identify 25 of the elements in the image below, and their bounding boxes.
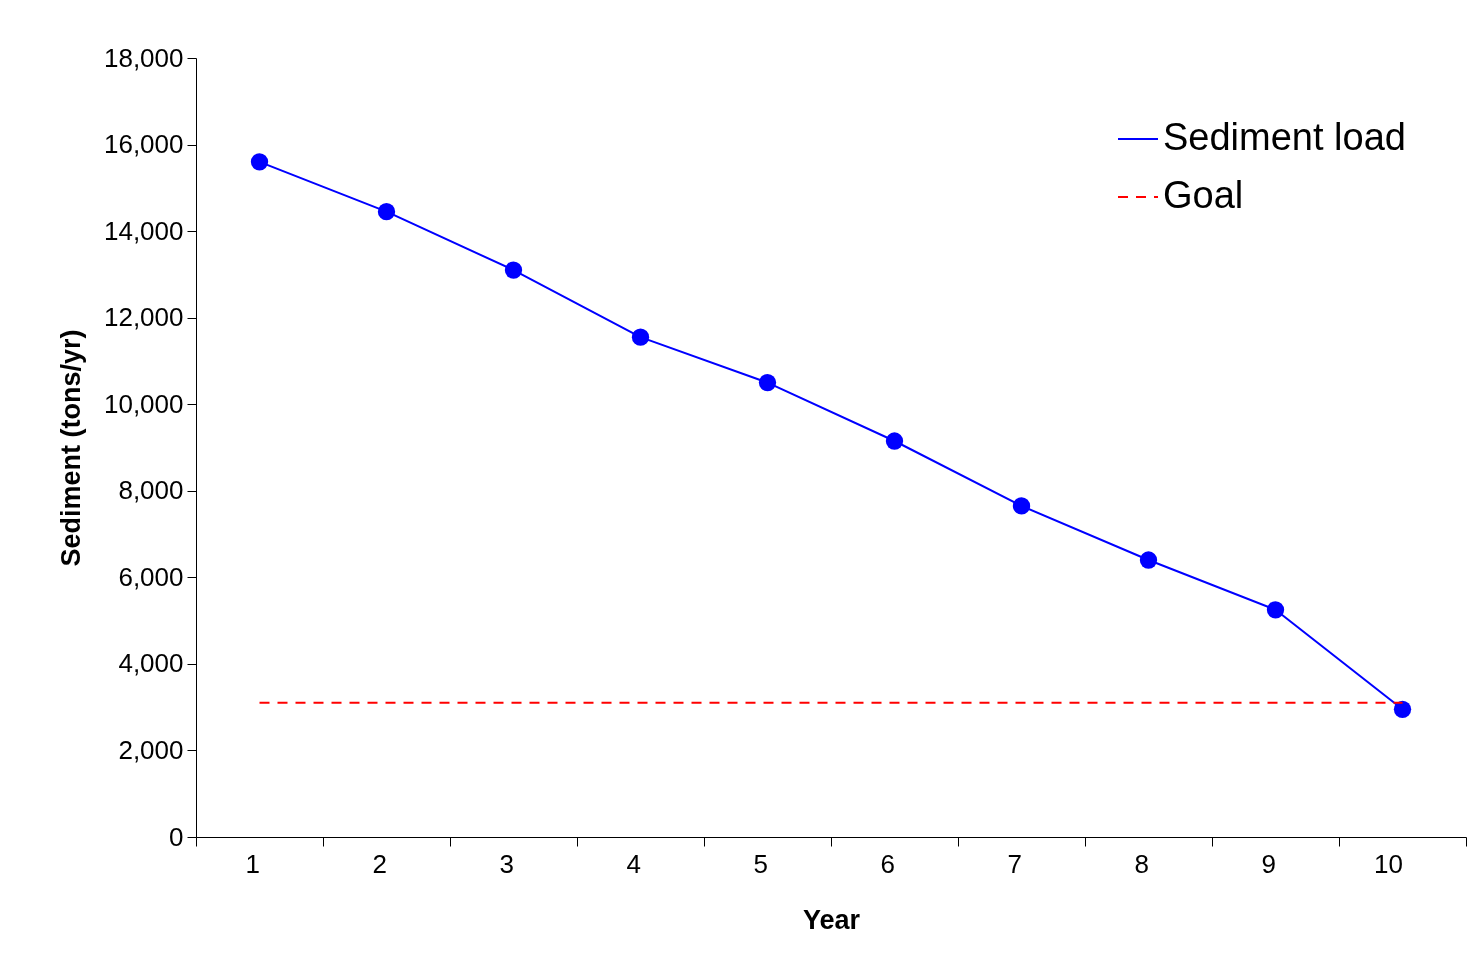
x-tick-label: 3 [499,848,514,879]
x-axis-title: Year [802,904,861,935]
x-tick-label: 9 [1261,848,1276,879]
x-tick-label: 7 [1007,848,1022,879]
y-tick-label: 2,000 [118,734,184,765]
x-tick-label: 8 [1134,848,1149,879]
y-tick-label: 8,000 [118,475,184,506]
x-tick-label: 5 [753,848,768,879]
y-tick-label: 4,000 [118,648,184,679]
x-tick-label: 4 [626,848,641,879]
y-tick-label: 10,000 [103,388,184,419]
y-tick-label: 0 [169,821,184,852]
y-tick-label: 12,000 [103,302,184,333]
y-tick-label: 6,000 [118,561,184,592]
legend-label: Goal [1163,174,1244,216]
x-tick-label: 10 [1374,848,1403,879]
x-tick-label: 1 [245,848,260,879]
y-axis-title: Sediment (tons/yr) [55,329,86,567]
point [250,153,269,171]
y-tick-label: 14,000 [103,215,184,246]
x-tick-label: 6 [880,848,895,879]
x-tick-label: 2 [372,848,387,879]
y-tick-label: 18,000 [103,42,184,73]
y-tick-label: 16,000 [103,129,184,160]
legend-label: Sediment load [1163,116,1406,158]
